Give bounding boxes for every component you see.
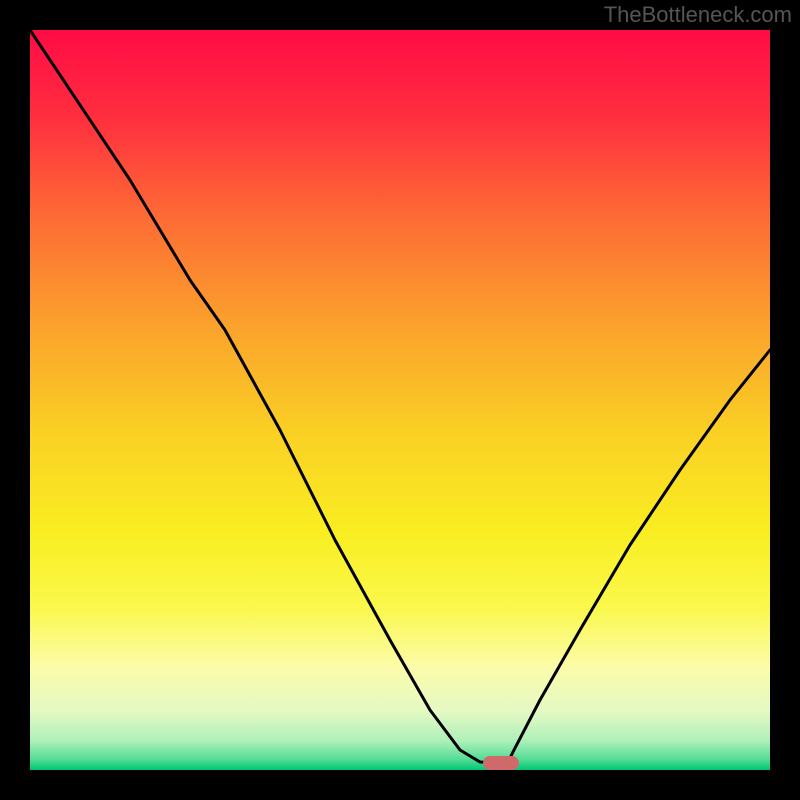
chart-svg <box>0 0 800 800</box>
bottleneck-chart: TheBottleneck.com <box>0 0 800 800</box>
optimal-marker <box>483 756 519 770</box>
watermark-text: TheBottleneck.com <box>604 2 792 28</box>
